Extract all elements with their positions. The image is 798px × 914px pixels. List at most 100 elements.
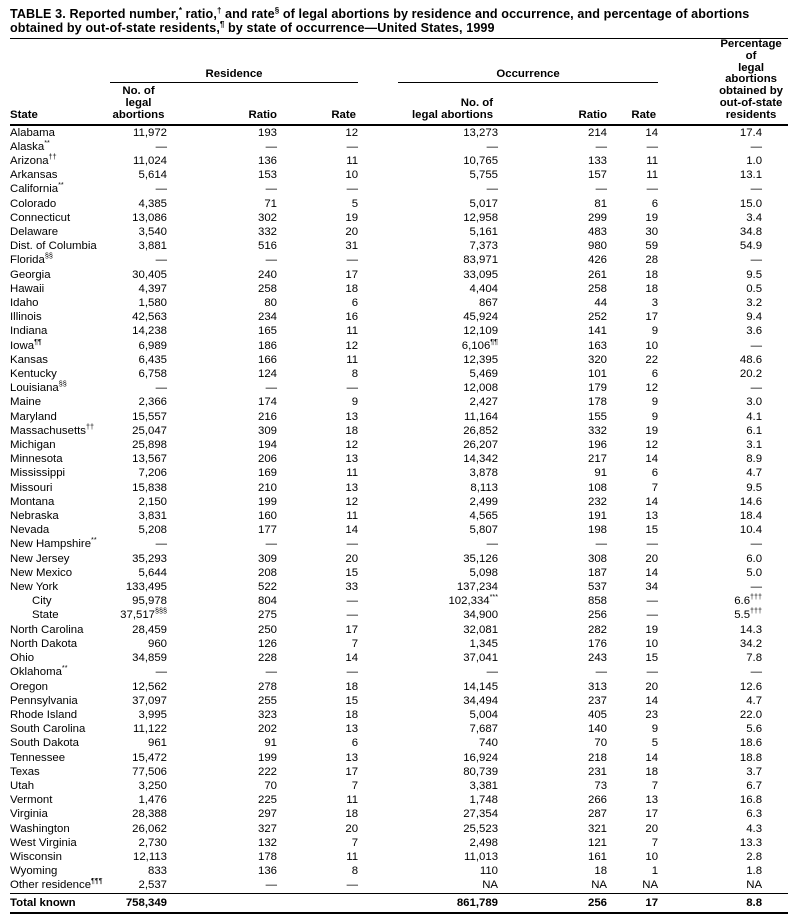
residence-rate-cell: 11 bbox=[346, 353, 359, 366]
table-row: Louisiana§§ — — — 12,008 179 12 — bbox=[10, 380, 788, 395]
residence-abortions-cell: 95,978 bbox=[132, 595, 167, 608]
residence-rate-cell: 11 bbox=[346, 467, 359, 480]
occurrence-rate-cell: 18 bbox=[645, 282, 659, 295]
table-row: Wisconsin 12,113 178 11 11,013 161 10 2.8 bbox=[10, 850, 788, 864]
state-cell: Virginia bbox=[10, 808, 48, 821]
occurrence-rate-cell: 14 bbox=[645, 453, 659, 466]
residence-ratio-cell: 206 bbox=[257, 453, 277, 466]
table-row: Minnesota 13,567 206 13 14,342 217 14 8.9 bbox=[10, 452, 788, 466]
occurrence-rate-cell: 23 bbox=[645, 708, 659, 721]
footnote-marker: * bbox=[178, 5, 182, 15]
footnote-marker: ††† bbox=[750, 606, 763, 616]
residence-rate-cell: 14 bbox=[345, 524, 359, 537]
out-of-state-pct-cell: 8.9 bbox=[746, 453, 763, 466]
residence-abortions-cell: 11,024 bbox=[133, 154, 167, 167]
residence-abortions-cell: 14,238 bbox=[132, 325, 167, 338]
residence-rate-cell: 20 bbox=[345, 226, 359, 238]
occurrence-abortions-cell: 4,404 bbox=[469, 282, 499, 295]
occurrence-abortions-cell: 27,354 bbox=[463, 808, 499, 821]
occurrence-rate-cell: 20 bbox=[645, 552, 659, 565]
out-of-state-pct-cell: 18.8 bbox=[739, 751, 763, 764]
residence-ratio-cell: 216 bbox=[257, 410, 277, 423]
out-of-state-pct-cell: 22.0 bbox=[739, 708, 763, 721]
occurrence-rate-cell: 18 bbox=[645, 765, 659, 778]
out-of-state-pct-cell: 6.6††† bbox=[734, 592, 763, 608]
state-cell: North Carolina bbox=[10, 623, 84, 636]
residence-abortions-cell: 5,644 bbox=[138, 566, 167, 579]
residence-abortions-cell: 77,506 bbox=[132, 765, 167, 778]
table-row: Florida§§ — — — 83,971 426 28 — bbox=[10, 253, 788, 267]
out-of-state-pct-cell: 6.7 bbox=[746, 779, 763, 792]
table-row: New Mexico 5,644 208 15 5,098 187 14 5.0 bbox=[10, 566, 788, 580]
occurrence-ratio-cell: 91 bbox=[594, 467, 608, 480]
residence-abortions-cell: 2,150 bbox=[138, 495, 167, 508]
state-cell: City bbox=[32, 595, 52, 608]
occurrence-rate-cell: NA bbox=[642, 879, 659, 892]
residence-rate-cell: 12 bbox=[345, 339, 359, 352]
occurrence-abortions-cell: 2,498 bbox=[469, 836, 499, 849]
out-of-state-pct-cell: 13.3 bbox=[739, 836, 763, 849]
residence-ratio-cell: 124 bbox=[257, 368, 277, 381]
state-cell: Arkansas bbox=[10, 169, 58, 182]
occurrence-ratio-cell: 187 bbox=[588, 566, 608, 579]
residence-ratio-cell: 804 bbox=[257, 595, 277, 608]
occurrence-abortions-cell: 1,345 bbox=[469, 637, 499, 650]
residence-rate-cell: 17 bbox=[345, 268, 359, 281]
occurrence-abortions-cell: 2,499 bbox=[469, 495, 499, 508]
residence-rate-cell: — bbox=[346, 382, 359, 395]
out-of-state-pct-cell: 34.2 bbox=[739, 637, 763, 650]
residence-rate-cell: — bbox=[346, 254, 359, 267]
residence-abortions-cell: — bbox=[155, 666, 167, 679]
out-of-state-pct-cell: — bbox=[750, 382, 763, 395]
state-cell: Missouri bbox=[10, 481, 53, 494]
residence-abortions-cell: 5,614 bbox=[138, 169, 167, 182]
residence-ratio-cell: 208 bbox=[257, 566, 277, 579]
state-cell: Tennessee bbox=[10, 751, 66, 764]
residence-group-header: Residence bbox=[110, 39, 359, 84]
occurrence-abortions-cell: — bbox=[486, 183, 499, 196]
occurrence-abortions-cell: 867 bbox=[479, 297, 499, 310]
occurrence-abortions-cell: 861,789 bbox=[358, 892, 499, 913]
state-cell: Maryland bbox=[10, 410, 57, 423]
out-of-state-pct-cell: — bbox=[750, 254, 763, 267]
occurrence-abortions-cell: 25,523 bbox=[463, 822, 499, 835]
occurrence-ratio-cell: 178 bbox=[588, 396, 608, 409]
out-of-state-pct-cell: 16.8 bbox=[739, 794, 763, 807]
occurrence-ratio-cell: 321 bbox=[588, 822, 608, 835]
residence-rate-cell: 18 bbox=[345, 808, 359, 821]
residence-ratio-cell: 275 bbox=[257, 609, 277, 622]
table-row: North Dakota 960 126 7 1,345 176 10 34.2 bbox=[10, 637, 788, 651]
occurrence-abortions-cell: 5,161 bbox=[469, 226, 499, 238]
table-title: TABLE 3. Reported number,* ratio,† and r… bbox=[10, 5, 788, 39]
out-of-state-pct-cell: 20.2 bbox=[739, 368, 763, 381]
residence-abortions-cell: 4,385 bbox=[138, 197, 167, 210]
residence-abortions-cell: — bbox=[155, 382, 167, 395]
out-of-state-pct-cell: 48.6 bbox=[739, 353, 763, 366]
residence-abortions-cell: 13,086 bbox=[132, 211, 167, 224]
out-of-state-pct-cell: 18.4 bbox=[739, 510, 763, 523]
occurrence-ratio-cell: 405 bbox=[588, 708, 608, 721]
residence-rate-cell: — bbox=[346, 183, 359, 196]
residence-rate-cell: 16 bbox=[345, 311, 359, 324]
residence-abortions-cell: 11,972 bbox=[133, 126, 167, 139]
residence-rate-cell: 13 bbox=[345, 751, 359, 764]
footnote-marker: *** bbox=[489, 592, 499, 602]
residence-abortions-cell: 133,495 bbox=[125, 581, 167, 594]
abortion-statistics-table: Residence Occurrence Percentage of legal… bbox=[10, 38, 789, 914]
occurrence-ratio-cell: 299 bbox=[588, 211, 608, 224]
occurrence-ratio-cell: — bbox=[595, 666, 608, 679]
footnote-marker: ** bbox=[91, 535, 97, 545]
total-row: Total known 758,349 861,789 256 17 8.8 bbox=[10, 892, 789, 913]
occurrence-abortions-cell: 5,017 bbox=[469, 197, 499, 210]
out-of-state-pct-cell: 1.0 bbox=[746, 154, 763, 167]
state-cell: Wisconsin bbox=[10, 850, 62, 863]
residence-rate-cell: 14 bbox=[345, 652, 359, 665]
residence-rate-cell: 7 bbox=[351, 637, 359, 650]
occurrence-rate-cell: 6 bbox=[651, 467, 659, 480]
occurrence-ratio-cell: — bbox=[595, 538, 608, 551]
residence-abortions-cell: 960 bbox=[147, 637, 167, 650]
occurrence-rate-cell: 7 bbox=[651, 836, 659, 849]
residence-ratio-cell: — bbox=[265, 382, 277, 395]
out-of-state-pct-cell: 4.1 bbox=[746, 410, 763, 423]
occurrence-ratio-cell: 313 bbox=[588, 680, 608, 693]
